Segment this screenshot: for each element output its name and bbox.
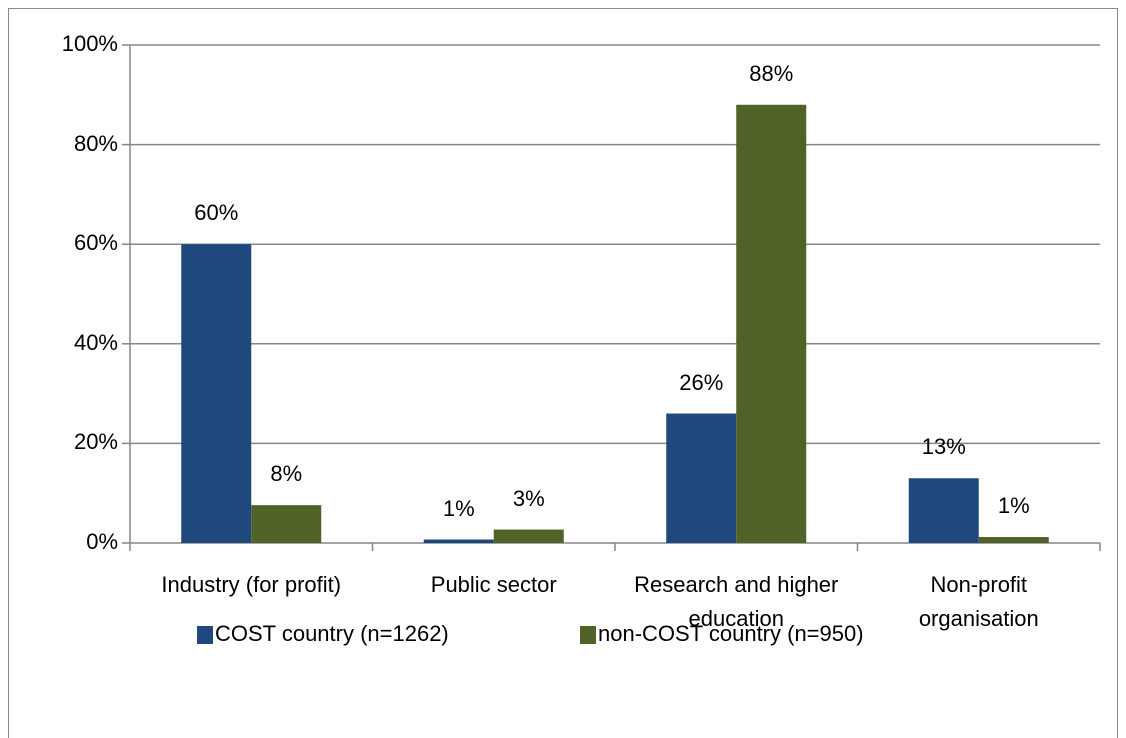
y-tick-label: 20% [73, 429, 118, 455]
x-tick-label: Research and higher education [634, 572, 839, 631]
x-tick-label: Industry (for profit) [161, 572, 342, 597]
y-tick-label: 100% [61, 31, 118, 56]
chart-frame [8, 8, 1118, 738]
legend-label: non-COST country (n=950) [598, 621, 864, 646]
data-label: 3% [512, 485, 545, 511]
legend-swatch [197, 626, 213, 644]
y-tick-label: 0% [86, 529, 118, 554]
bar [181, 244, 252, 543]
y-tick-label: 60% [73, 230, 118, 256]
bar [423, 539, 494, 543]
legend-label: COST country (n=1262) [215, 621, 449, 646]
bar [666, 413, 737, 543]
bar [251, 505, 322, 543]
data-label: 13% [921, 434, 966, 460]
bar [908, 478, 979, 543]
data-label: 1% [997, 493, 1030, 519]
legend-swatch [580, 626, 596, 644]
data-label: 88% [749, 60, 794, 86]
x-tick-label: Non-profit organisation [918, 572, 1039, 631]
y-tick-label: 40% [73, 329, 118, 355]
bar [493, 529, 564, 543]
data-label: 8% [270, 461, 303, 487]
data-label: 60% [194, 200, 239, 226]
data-label: 26% [679, 369, 724, 395]
data-label: 1% [442, 495, 475, 521]
x-tick-label: Public sector [430, 572, 557, 597]
bar [736, 104, 807, 543]
y-tick-label: 80% [73, 130, 118, 156]
bar [978, 537, 1049, 543]
